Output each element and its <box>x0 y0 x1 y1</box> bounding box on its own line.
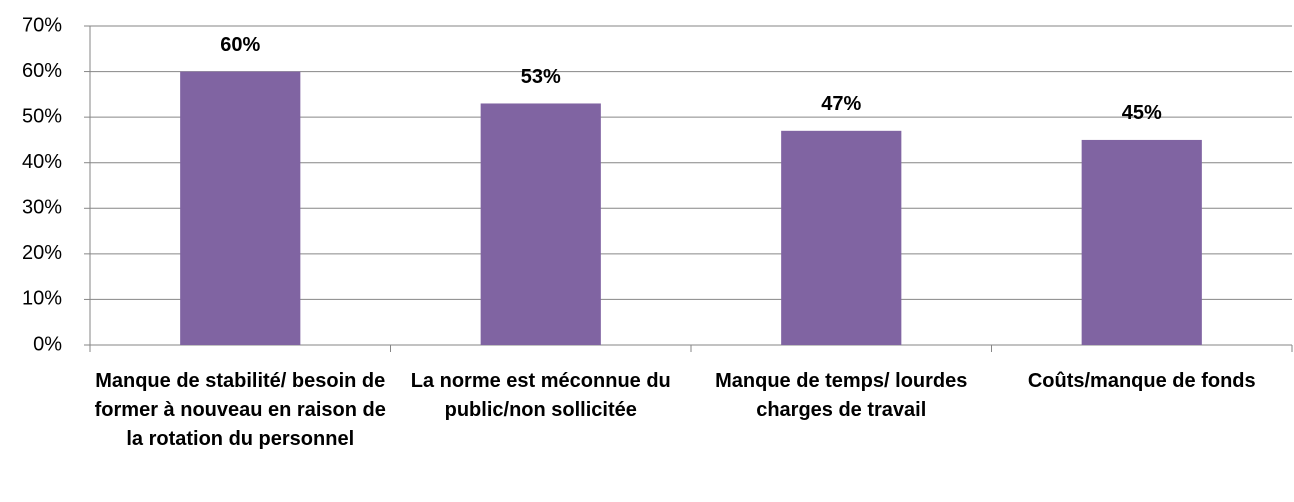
y-tick-label: 20% <box>22 242 62 264</box>
data-label: 45% <box>1122 102 1162 124</box>
bar <box>1081 139 1202 345</box>
bar <box>180 71 301 346</box>
y-tick-label: 30% <box>22 197 62 219</box>
y-tick-label: 70% <box>22 14 62 36</box>
data-label: 53% <box>521 66 561 88</box>
y-tick-label: 40% <box>22 151 62 173</box>
x-tick-label: Coûts/manque de fonds <box>1027 370 1256 392</box>
bar <box>781 130 902 345</box>
x-tick-label: Manque de stabilité/ besoin de former à … <box>94 370 386 450</box>
y-tick-label: 0% <box>33 333 62 355</box>
y-tick-label: 60% <box>22 60 62 82</box>
x-tick-label: La norme est méconnue du public/non soll… <box>410 370 671 421</box>
data-label: 60% <box>220 34 260 56</box>
data-label: 47% <box>821 93 861 115</box>
bar <box>480 103 601 345</box>
y-tick-label: 50% <box>22 105 62 127</box>
y-tick-label: 10% <box>22 288 62 310</box>
x-tick-label: Manque de temps/ lourdes charges de trav… <box>715 370 968 421</box>
